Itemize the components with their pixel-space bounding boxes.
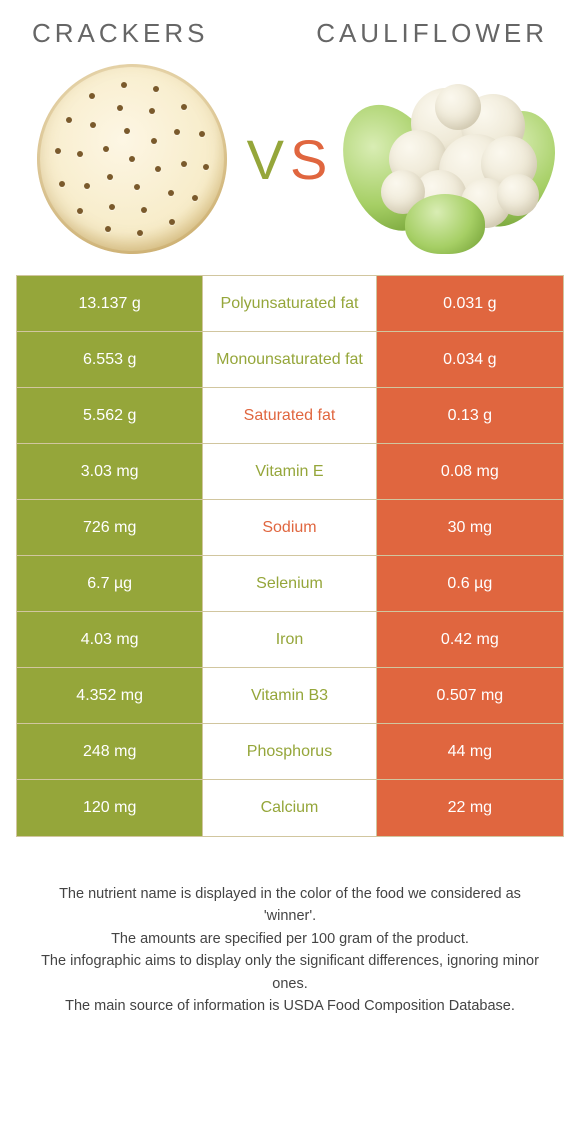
nutrient-name: Selenium xyxy=(203,556,376,611)
nutrient-name: Saturated fat xyxy=(203,388,376,443)
note-line: The main source of information is USDA F… xyxy=(34,995,546,1017)
vs-s: S xyxy=(290,128,333,191)
table-row: 4.352 mgVitamin B30.507 mg xyxy=(17,668,563,724)
header-titles: Crackers Cauliflower xyxy=(12,18,568,53)
nutrient-table: 13.137 gPolyunsaturated fat0.031 g6.553 … xyxy=(16,275,564,837)
nutrient-name: Iron xyxy=(203,612,376,667)
footer-notes: The nutrient name is displayed in the co… xyxy=(12,837,568,1018)
right-value: 0.031 g xyxy=(377,276,563,331)
nutrient-name: Polyunsaturated fat xyxy=(203,276,376,331)
left-food-title: Crackers xyxy=(32,18,208,49)
left-value: 4.03 mg xyxy=(17,612,203,667)
right-value: 0.034 g xyxy=(377,332,563,387)
table-row: 13.137 gPolyunsaturated fat0.031 g xyxy=(17,276,563,332)
nutrient-name: Vitamin E xyxy=(203,444,376,499)
vs-v: V xyxy=(247,128,290,191)
left-value: 6.553 g xyxy=(17,332,203,387)
left-value: 13.137 g xyxy=(17,276,203,331)
right-value: 0.08 mg xyxy=(377,444,563,499)
nutrient-name: Vitamin B3 xyxy=(203,668,376,723)
table-row: 6.7 µgSelenium0.6 µg xyxy=(17,556,563,612)
table-row: 120 mgCalcium22 mg xyxy=(17,780,563,836)
nutrient-name: Phosphorus xyxy=(203,724,376,779)
right-value: 0.507 mg xyxy=(377,668,563,723)
nutrient-name: Sodium xyxy=(203,500,376,555)
table-row: 248 mgPhosphorus44 mg xyxy=(17,724,563,780)
table-row: 3.03 mgVitamin E0.08 mg xyxy=(17,444,563,500)
note-line: The nutrient name is displayed in the co… xyxy=(34,883,546,928)
table-row: 726 mgSodium30 mg xyxy=(17,500,563,556)
table-row: 5.562 gSaturated fat0.13 g xyxy=(17,388,563,444)
left-value: 726 mg xyxy=(17,500,203,555)
note-line: The amounts are specified per 100 gram o… xyxy=(34,928,546,950)
right-value: 22 mg xyxy=(377,780,563,836)
table-row: 4.03 mgIron0.42 mg xyxy=(17,612,563,668)
cracker-image xyxy=(22,59,242,259)
right-food-title: Cauliflower xyxy=(316,18,548,49)
right-value: 0.13 g xyxy=(377,388,563,443)
cauliflower-image xyxy=(338,59,558,259)
left-value: 5.562 g xyxy=(17,388,203,443)
nutrient-name: Monounsaturated fat xyxy=(203,332,376,387)
left-value: 248 mg xyxy=(17,724,203,779)
note-line: The infographic aims to display only the… xyxy=(34,950,546,995)
vs-label: VS xyxy=(247,127,334,192)
table-row: 6.553 gMonounsaturated fat0.034 g xyxy=(17,332,563,388)
right-value: 0.42 mg xyxy=(377,612,563,667)
right-value: 0.6 µg xyxy=(377,556,563,611)
left-value: 4.352 mg xyxy=(17,668,203,723)
right-value: 44 mg xyxy=(377,724,563,779)
left-value: 3.03 mg xyxy=(17,444,203,499)
left-value: 120 mg xyxy=(17,780,203,836)
nutrient-name: Calcium xyxy=(203,780,376,836)
hero: VS xyxy=(12,53,568,275)
left-value: 6.7 µg xyxy=(17,556,203,611)
right-value: 30 mg xyxy=(377,500,563,555)
